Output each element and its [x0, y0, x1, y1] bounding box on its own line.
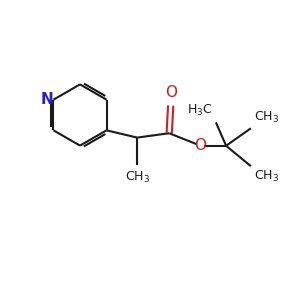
Text: O: O	[194, 138, 206, 153]
Text: O: O	[165, 85, 177, 100]
Text: CH$_3$: CH$_3$	[254, 110, 280, 125]
Text: N: N	[41, 92, 53, 107]
Text: H$_3$C: H$_3$C	[188, 103, 213, 118]
Text: CH$_3$: CH$_3$	[254, 169, 280, 184]
Text: CH$_3$: CH$_3$	[124, 170, 150, 185]
